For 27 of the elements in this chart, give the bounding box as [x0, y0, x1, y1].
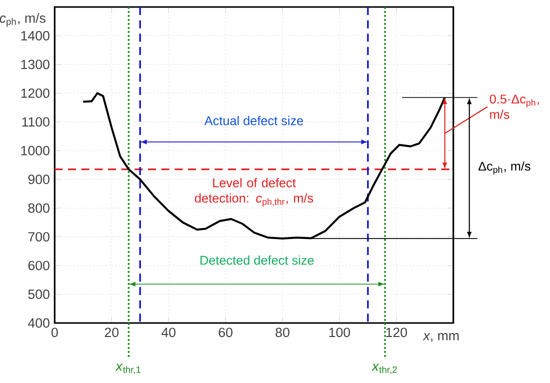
annotation: Actual defect size: [204, 116, 304, 126]
annotation: Detected defect size: [200, 255, 314, 265]
y-tick-label: 400: [28, 318, 50, 328]
x-axis-title: x, mm: [422, 333, 459, 342]
y-tick-label: 1200: [21, 88, 50, 98]
text: 0.5·Δc$_{ph}$, m/s: [490, 94, 539, 119]
ref-line-label: x$_{thr,1}$: [115, 364, 141, 374]
x-tick-label: 80: [276, 328, 290, 338]
ref-line-label: Level of defect detection: c$_{ph,thr}$, m/s: [194, 178, 314, 207]
x-tick-label: 120: [386, 328, 407, 338]
x-tick-label: 0: [51, 328, 58, 338]
x-tick-label: 20: [104, 328, 119, 338]
y-tick-label: 600: [28, 260, 50, 270]
y-tick-label: 900: [28, 174, 50, 184]
y-tick-label: 700: [28, 232, 50, 242]
x-tick-label: 100: [329, 328, 350, 338]
ref-line-label: x$_{thr,2}$: [372, 364, 397, 374]
y-tick-label: 1000: [21, 146, 50, 156]
y-tick-label: 1300: [21, 60, 50, 70]
x-tick-label: 40: [161, 328, 176, 338]
y-tick-label: 1400: [21, 31, 50, 40]
x-tick-label: 60: [218, 328, 232, 338]
y-tick-label: 500: [28, 290, 50, 299]
y-tick-label: 800: [28, 203, 50, 213]
text: Δc$_{ph}$, m/s: [478, 161, 530, 175]
y-axis-title: c$_{ph}$, m/s: [0, 13, 46, 27]
y-tick-label: 1100: [22, 117, 50, 127]
